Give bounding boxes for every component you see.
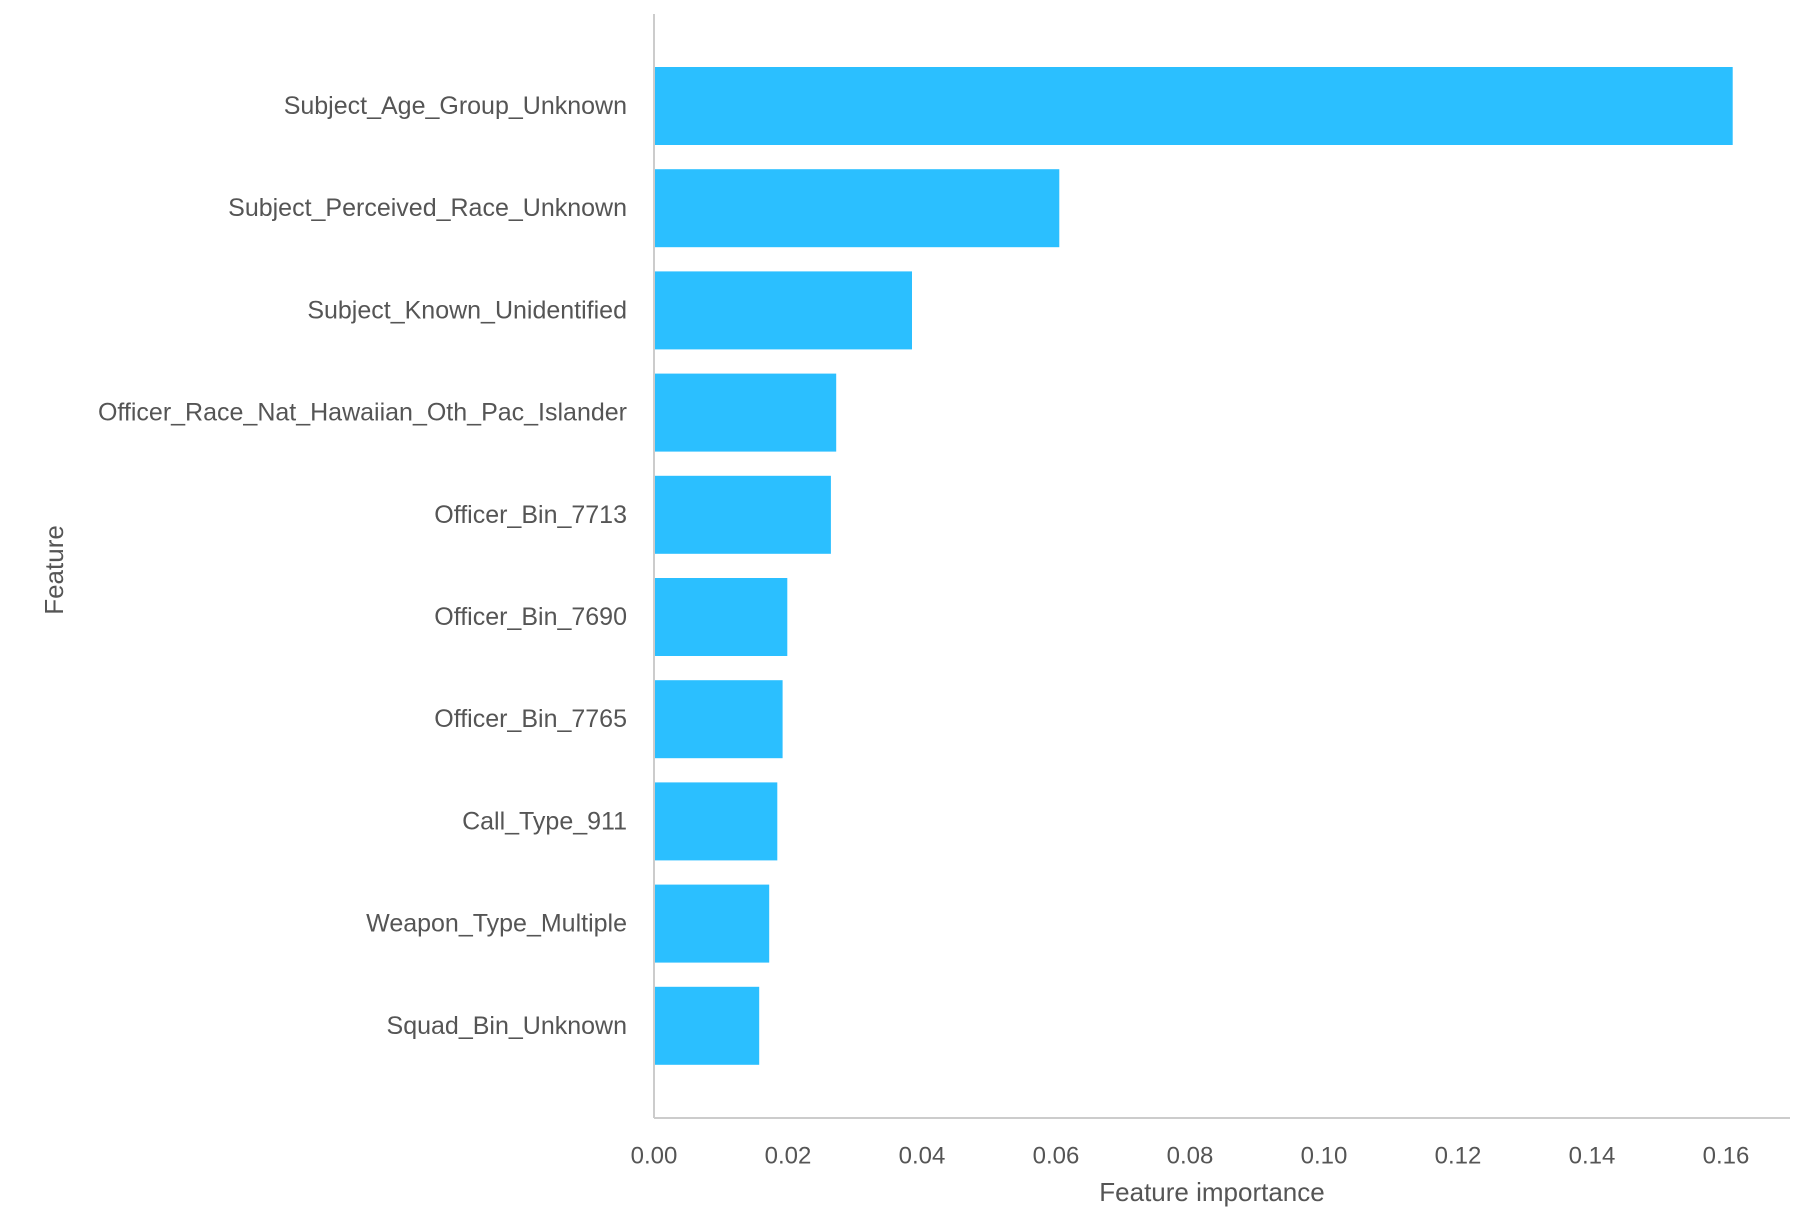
x-tick-label: 0.14 bbox=[1569, 1143, 1616, 1170]
x-tick-label: 0.04 bbox=[899, 1143, 946, 1170]
category-label: Call_Type_911 bbox=[462, 807, 627, 835]
category-label: Officer_Race_Nat_Hawaiian_Oth_Pac_Island… bbox=[98, 399, 627, 427]
x-tick-labels: 0.00 0.02 0.04 0.06 0.08 0.10 0.12 0.14 0.16 bbox=[631, 1143, 1750, 1170]
bar bbox=[655, 169, 1060, 248]
bar bbox=[655, 986, 760, 1065]
x-tick-label: 0.16 bbox=[1703, 1143, 1750, 1170]
bar bbox=[655, 67, 1733, 145]
x-tick-label: 0.10 bbox=[1301, 1143, 1348, 1170]
bars-layer bbox=[655, 67, 1733, 1065]
bar bbox=[655, 782, 778, 861]
category-label: Subject_Perceived_Race_Unknown bbox=[228, 194, 627, 222]
bar bbox=[655, 578, 788, 656]
bar bbox=[655, 475, 831, 554]
category-label: Weapon_Type_Multiple bbox=[366, 910, 627, 938]
bar bbox=[655, 271, 912, 350]
y-category-labels: Subject_Age_Group_Unknown Subject_Perceiv… bbox=[98, 92, 627, 1040]
category-label: Squad_Bin_Unknown bbox=[387, 1012, 627, 1040]
category-label: Subject_Known_Unidentified bbox=[307, 296, 627, 324]
category-label: Officer_Bin_7765 bbox=[434, 705, 627, 733]
x-tick-label: 0.08 bbox=[1167, 1143, 1214, 1170]
x-axis-title: Feature importance bbox=[1099, 1177, 1324, 1207]
bar bbox=[655, 680, 783, 759]
category-label: Subject_Age_Group_Unknown bbox=[284, 92, 627, 120]
axes-layer bbox=[653, 14, 1790, 1119]
bar bbox=[655, 373, 837, 452]
y-axis-title: Feature bbox=[39, 525, 69, 615]
bar bbox=[655, 884, 770, 963]
category-label: Officer_Bin_7713 bbox=[434, 501, 627, 529]
category-label: Officer_Bin_7690 bbox=[434, 603, 627, 631]
x-tick-label: 0.02 bbox=[765, 1143, 812, 1170]
x-tick-label: 0.00 bbox=[631, 1143, 678, 1170]
x-tick-label: 0.06 bbox=[1033, 1143, 1080, 1170]
x-tick-label: 0.12 bbox=[1435, 1143, 1482, 1170]
